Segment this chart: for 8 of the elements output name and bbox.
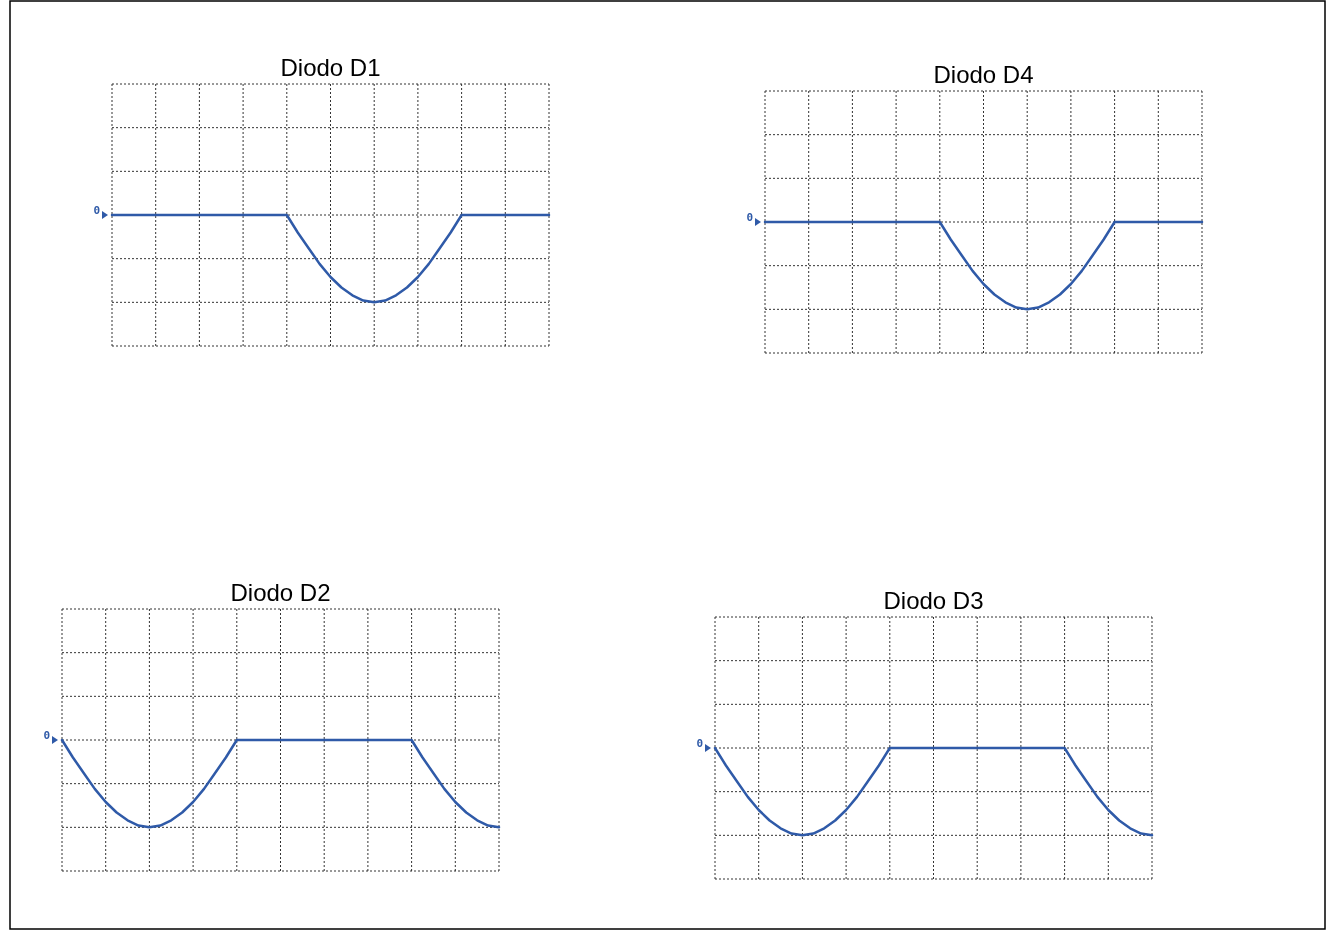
chart-title: Diodo D2: [230, 579, 331, 606]
chart-title: Diodo D4: [933, 61, 1034, 88]
text: 0: [746, 211, 753, 224]
chart-title: Diodo D3: [883, 587, 984, 614]
text: 0: [93, 204, 100, 217]
chart-title: Diodo D1: [280, 54, 381, 81]
text: 0: [696, 737, 703, 750]
text: 0: [43, 729, 50, 742]
